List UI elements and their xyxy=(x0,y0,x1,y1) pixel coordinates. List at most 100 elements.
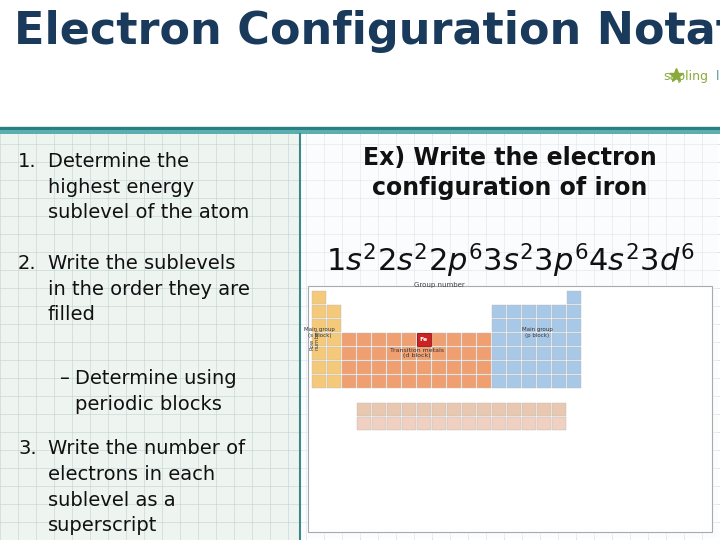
Bar xyxy=(567,361,581,374)
Bar xyxy=(387,417,401,430)
Text: –: – xyxy=(60,369,70,388)
Bar xyxy=(522,333,536,346)
Bar xyxy=(567,319,581,332)
Bar xyxy=(492,403,506,416)
Bar xyxy=(447,417,461,430)
Bar xyxy=(522,319,536,332)
Bar xyxy=(477,361,491,374)
Bar xyxy=(0,130,720,134)
Text: Main group
(p block): Main group (p block) xyxy=(521,327,552,338)
Bar xyxy=(342,361,356,374)
Bar xyxy=(492,333,506,346)
Bar xyxy=(302,136,718,538)
Bar xyxy=(537,361,551,374)
Bar xyxy=(432,417,446,430)
Bar xyxy=(552,333,566,346)
Bar xyxy=(447,375,461,388)
Bar xyxy=(552,417,566,430)
Text: learning: learning xyxy=(708,70,720,83)
Bar xyxy=(537,417,551,430)
Bar xyxy=(342,375,356,388)
Bar xyxy=(387,375,401,388)
Bar xyxy=(477,375,491,388)
Bar xyxy=(417,333,431,346)
Text: 1.: 1. xyxy=(18,152,37,171)
Bar xyxy=(492,375,506,388)
Bar xyxy=(462,403,476,416)
Bar xyxy=(462,347,476,360)
Bar xyxy=(507,375,521,388)
Bar xyxy=(417,361,431,374)
Text: Write the number of
electrons in each
sublevel as a
superscript: Write the number of electrons in each su… xyxy=(48,439,245,535)
Bar xyxy=(312,361,326,374)
Bar xyxy=(357,333,371,346)
Bar xyxy=(372,417,386,430)
Bar xyxy=(342,347,356,360)
Bar xyxy=(327,361,341,374)
Bar xyxy=(432,375,446,388)
Text: Transition metals
(d block): Transition metals (d block) xyxy=(390,348,444,359)
Bar xyxy=(387,361,401,374)
Bar xyxy=(567,375,581,388)
Bar xyxy=(308,286,712,532)
Bar xyxy=(537,375,551,388)
Bar xyxy=(462,375,476,388)
Text: Ex) Write the electron
configuration of iron: Ex) Write the electron configuration of … xyxy=(363,146,657,200)
Bar xyxy=(552,305,566,318)
Bar xyxy=(312,347,326,360)
Bar xyxy=(537,403,551,416)
Bar xyxy=(462,333,476,346)
Bar xyxy=(402,417,416,430)
Bar xyxy=(327,375,341,388)
Bar xyxy=(387,403,401,416)
Bar xyxy=(327,319,341,332)
Bar xyxy=(537,319,551,332)
Bar xyxy=(492,347,506,360)
Bar xyxy=(507,347,521,360)
Bar xyxy=(312,305,326,318)
Bar xyxy=(492,417,506,430)
Bar xyxy=(462,361,476,374)
Text: Determine using
periodic blocks: Determine using periodic blocks xyxy=(75,369,237,414)
Bar xyxy=(417,417,431,430)
Bar xyxy=(522,347,536,360)
Bar xyxy=(522,375,536,388)
Bar xyxy=(432,361,446,374)
Bar xyxy=(402,333,416,346)
Bar xyxy=(402,347,416,360)
Bar xyxy=(567,291,581,304)
Text: 2.: 2. xyxy=(18,254,37,273)
Bar xyxy=(447,333,461,346)
Bar xyxy=(372,347,386,360)
Bar xyxy=(462,417,476,430)
Bar xyxy=(312,291,326,304)
Text: Row
number: Row number xyxy=(309,328,320,350)
Bar xyxy=(372,333,386,346)
Bar xyxy=(522,417,536,430)
Bar xyxy=(522,361,536,374)
Bar xyxy=(567,333,581,346)
Bar xyxy=(552,347,566,360)
Bar xyxy=(477,403,491,416)
Text: Main group
(s block): Main group (s block) xyxy=(304,327,335,338)
Bar xyxy=(342,333,356,346)
Bar xyxy=(552,403,566,416)
Bar xyxy=(522,305,536,318)
Bar xyxy=(402,403,416,416)
Bar xyxy=(312,333,326,346)
Bar xyxy=(507,333,521,346)
Bar xyxy=(372,403,386,416)
Bar xyxy=(357,417,371,430)
Bar xyxy=(357,403,371,416)
Bar xyxy=(507,305,521,318)
Text: Electron Configuration Notation: Electron Configuration Notation xyxy=(14,10,720,53)
Bar xyxy=(372,361,386,374)
Bar xyxy=(327,347,341,360)
Text: Fe: Fe xyxy=(420,337,428,342)
Bar xyxy=(492,319,506,332)
Bar xyxy=(507,361,521,374)
Bar xyxy=(492,361,506,374)
Bar xyxy=(477,417,491,430)
Bar xyxy=(447,403,461,416)
Bar xyxy=(552,361,566,374)
